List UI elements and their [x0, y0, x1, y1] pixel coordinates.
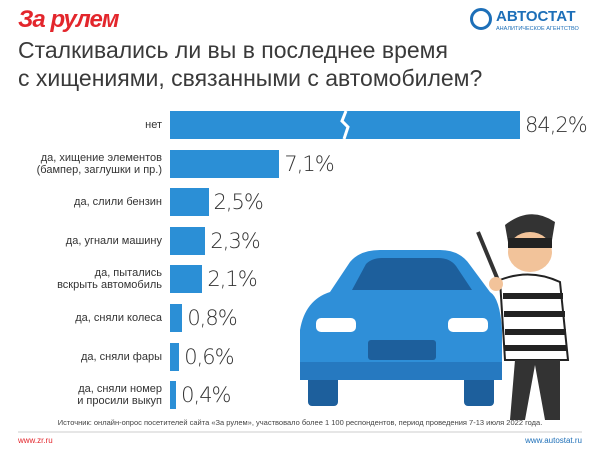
agency-logo: АВТОСТАТ АНАЛИТИЧЕСКОЕ АГЕНТСТВО	[470, 8, 582, 36]
bar	[170, 149, 280, 178]
category-label: да, хищение элементов (бампер, заглушки …	[36, 151, 162, 176]
bar	[170, 381, 177, 410]
bar	[170, 342, 180, 371]
source-note: Источник: онлайн-опрос посетителей сайта…	[57, 418, 543, 427]
bar	[170, 265, 203, 294]
value-label: 7,1%	[284, 151, 334, 176]
burglar	[476, 214, 570, 420]
category-label: да, пытались вскрыть автомобиль	[57, 267, 162, 292]
category-label: да, слили бензин	[74, 196, 162, 209]
value-label: 2,3%	[210, 228, 260, 253]
agency-subtitle: АНАЛИТИЧЕСКОЕ АГЕНТСТВО	[496, 26, 579, 32]
bar-break	[340, 111, 350, 139]
bar	[170, 226, 206, 255]
category-label: да, угнали машину	[65, 234, 162, 247]
agency-icon	[470, 8, 492, 30]
value-label: 2,1%	[207, 267, 257, 292]
category-label: нет	[145, 119, 162, 131]
chart-title: Сталкивались ли вы в последнее время с х…	[18, 37, 483, 91]
bar	[170, 111, 520, 139]
car	[300, 250, 502, 406]
category-label: да, сняли номер и просили выкуп	[77, 383, 162, 408]
value-label: 0,8%	[187, 306, 237, 330]
bar	[170, 304, 183, 332]
category-label: да, сняли фары	[81, 350, 162, 363]
value-label: 84,2%	[525, 113, 588, 137]
right-url: www.autostat.ru	[525, 436, 582, 445]
value-label: 0,6%	[184, 344, 234, 369]
category-label: да, сняли колеса	[75, 312, 162, 324]
bar	[170, 188, 209, 217]
value-label: 0,4%	[181, 383, 231, 408]
agency-name: АВТОСТАТ	[496, 8, 576, 25]
value-label: 2,5%	[213, 190, 264, 215]
brand-logo: За рулем	[18, 6, 120, 33]
left-url: www.zr.ru	[18, 436, 53, 445]
